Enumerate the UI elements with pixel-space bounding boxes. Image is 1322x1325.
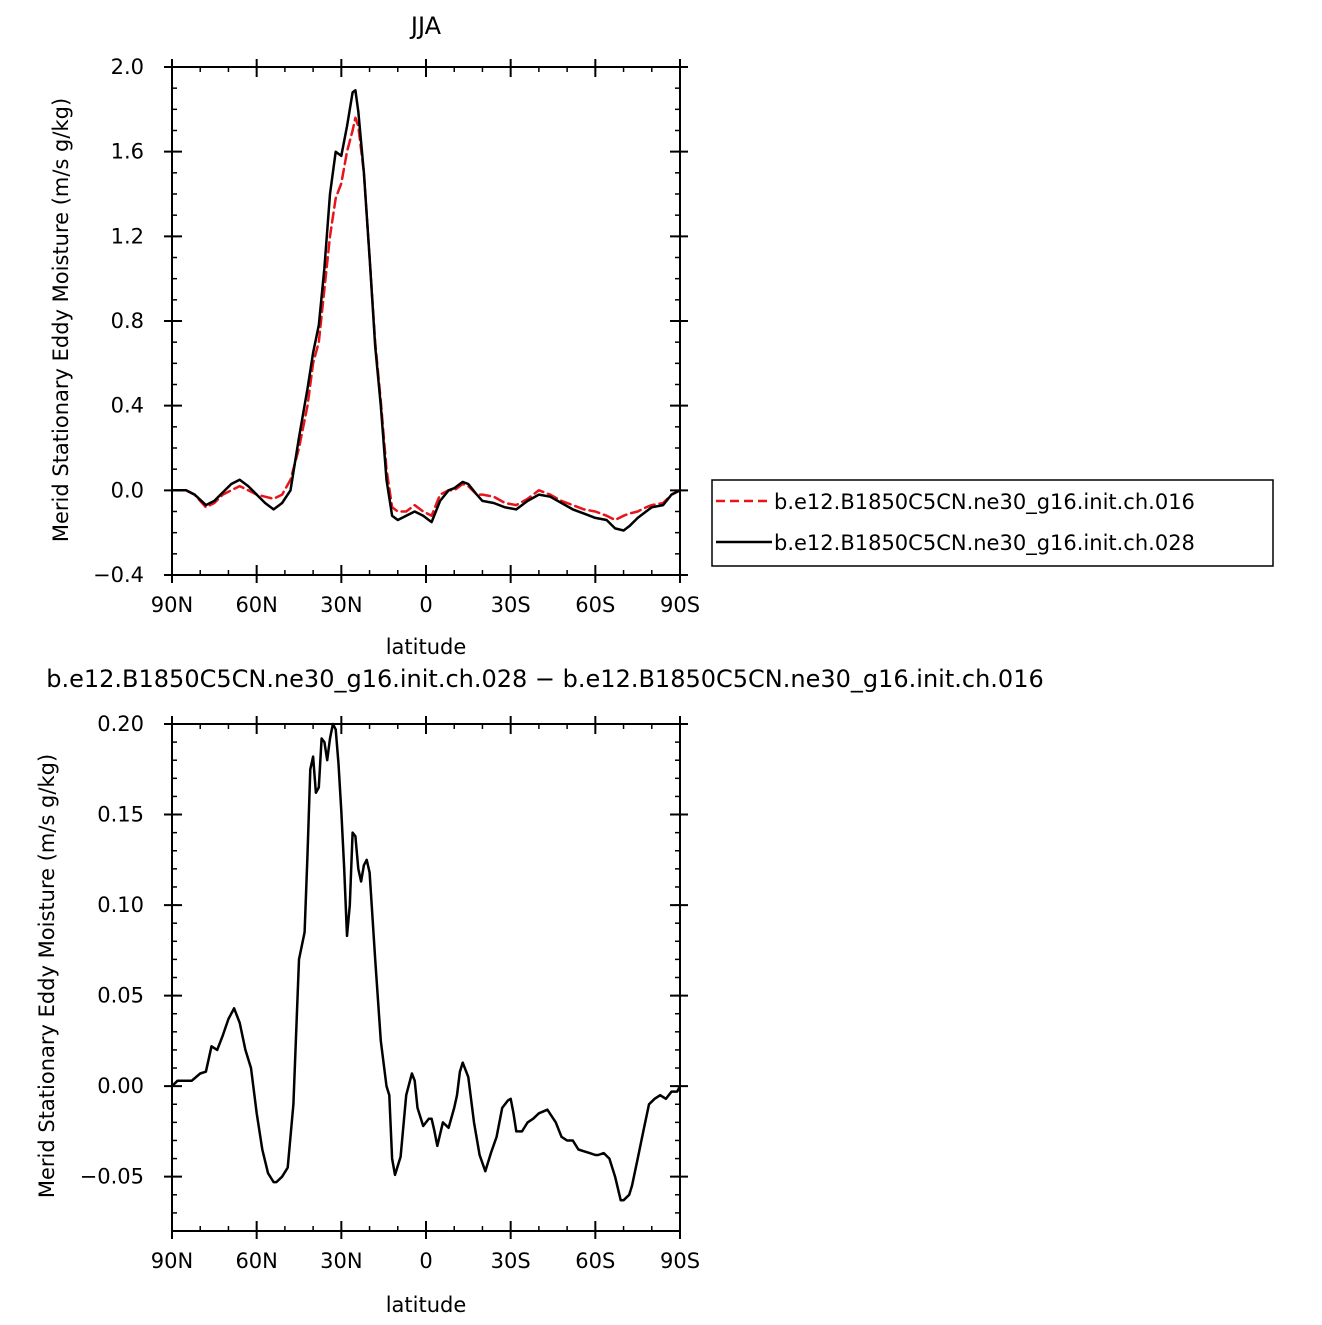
bottom-x-tick-label: 90N xyxy=(151,1249,193,1273)
bottom-panel-y-axis-label: Merid Stationary Eddy Moisture (m/s g/kg… xyxy=(35,754,59,1198)
top-y-tick-label: 2.0 xyxy=(111,55,144,79)
bottom-x-tick-label: 60N xyxy=(235,1249,277,1273)
bottom-series-line-1 xyxy=(170,722,682,1202)
legend: b.e12.B1850C5CN.ne30_g16.init.ch.016 b.e… xyxy=(711,479,1274,567)
bottom-y-tick-label: 0.15 xyxy=(97,803,144,827)
top-series-line-1 xyxy=(170,116,682,522)
top-panel-series xyxy=(170,89,682,532)
bottom-x-tick-label: 60S xyxy=(575,1249,615,1273)
bottom-x-tick-label: 30S xyxy=(491,1249,531,1273)
bottom-panel-title: b.e12.B1850C5CN.ne30_g16.init.ch.028 − b… xyxy=(46,665,1043,693)
bottom-y-tick-label: 0.20 xyxy=(97,712,144,736)
bottom-y-tick-label: 0.00 xyxy=(97,1074,144,1098)
bottom-x-tick-label: 90S xyxy=(660,1249,700,1273)
bottom-y-tick-label: 0.10 xyxy=(97,893,144,917)
top-y-tick-label: 0.4 xyxy=(111,394,144,418)
top-x-tick-label: 0 xyxy=(419,593,432,617)
legend-label-016: b.e12.B1850C5CN.ne30_g16.init.ch.016 xyxy=(774,490,1195,515)
top-x-tick-label: 90N xyxy=(151,593,193,617)
legend-box xyxy=(711,479,1274,567)
top-y-tick-label: 1.2 xyxy=(111,224,144,248)
top-panel: JJA Merid Stationary Eddy Moisture (m/s … xyxy=(49,12,700,659)
top-panel-title: JJA xyxy=(409,12,442,40)
bottom-y-tick-label: 0.05 xyxy=(97,984,144,1008)
top-y-tick-label: −0.4 xyxy=(93,563,144,587)
top-x-tick-label: 60N xyxy=(235,593,277,617)
top-panel-frame xyxy=(171,66,681,576)
top-x-tick-label: 30N xyxy=(320,593,362,617)
top-panel-ticks: 90N 60N 30N 0 30S 60S 90S −0.4 0.0 0.4 0.8 1.2 1.6 2.… xyxy=(93,55,700,617)
top-panel-y-axis-label: Merid Stationary Eddy Moisture (m/s g/kg… xyxy=(49,98,73,542)
bottom-x-tick-label: 0 xyxy=(419,1249,432,1273)
top-x-tick-label: 90S xyxy=(660,593,700,617)
top-series-line-2 xyxy=(170,89,682,532)
legend-label-028: b.e12.B1850C5CN.ne30_g16.init.ch.028 xyxy=(774,531,1195,556)
top-y-tick-label: 1.6 xyxy=(111,140,144,164)
top-x-tick-label: 30S xyxy=(491,593,531,617)
bottom-panel: b.e12.B1850C5CN.ne30_g16.init.ch.028 − b… xyxy=(35,665,1044,1317)
bottom-panel-x-axis-label: latitude xyxy=(386,1293,467,1317)
bottom-panel-frame xyxy=(171,723,681,1232)
bottom-panel-series xyxy=(170,722,682,1202)
top-x-tick-label: 60S xyxy=(575,593,615,617)
bottom-x-tick-label: 30N xyxy=(320,1249,362,1273)
bottom-y-tick-label: −0.05 xyxy=(80,1165,144,1189)
top-panel-x-axis-label: latitude xyxy=(386,635,467,659)
top-y-tick-label: 0.8 xyxy=(111,309,144,333)
top-y-tick-label: 0.0 xyxy=(111,478,144,502)
